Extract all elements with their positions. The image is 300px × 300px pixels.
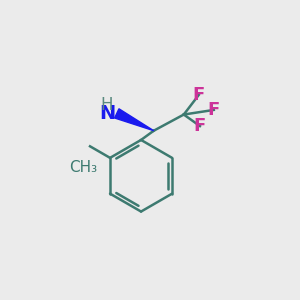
Polygon shape [115,109,154,131]
Text: N: N [99,104,116,123]
Text: H: H [100,96,112,114]
Text: F: F [208,101,220,119]
Text: CH₃: CH₃ [69,160,98,175]
Text: F: F [193,86,205,104]
Text: F: F [194,117,206,135]
